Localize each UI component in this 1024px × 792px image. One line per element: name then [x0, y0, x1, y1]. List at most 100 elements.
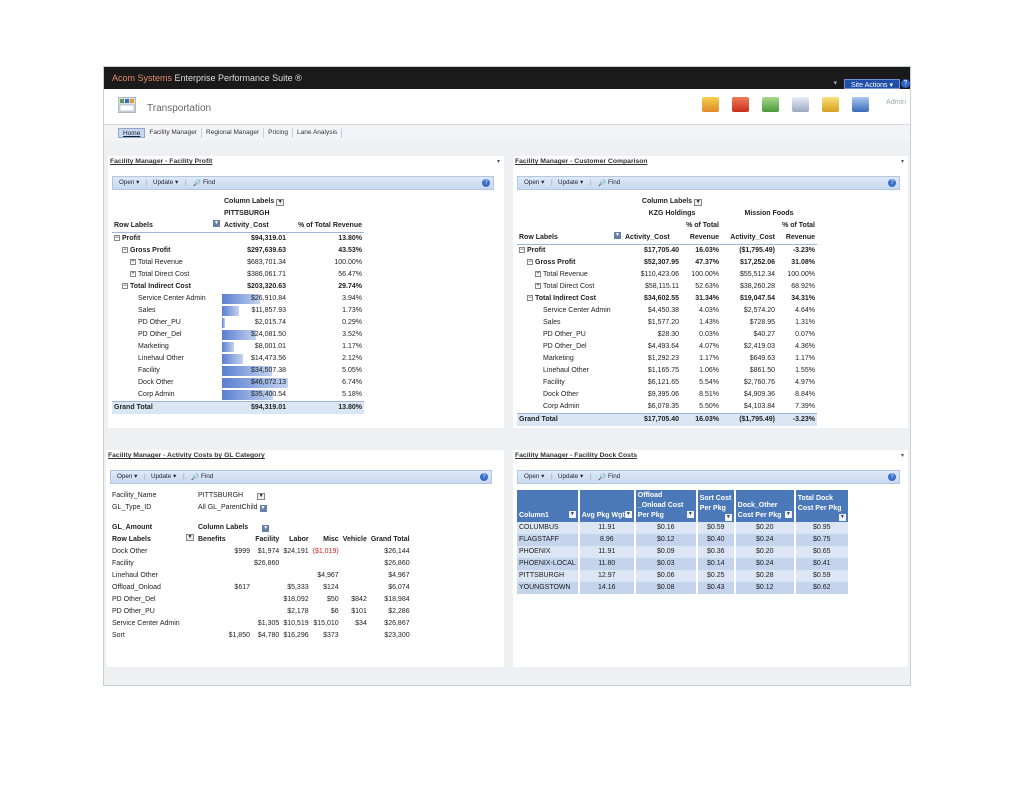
customer-body: − Profit $17,705.40 16.03% ($1,795.49) -3.23%…	[517, 245, 817, 414]
dropdown-arrow-icon[interactable]: ▼	[213, 220, 220, 227]
expand-icon[interactable]: +	[535, 271, 541, 277]
collapse-icon[interactable]: −	[122, 247, 128, 253]
toolbar-separator: |	[551, 473, 553, 480]
tab-pricing[interactable]: Pricing	[264, 128, 294, 138]
update-menu[interactable]: Update ▾	[558, 473, 584, 480]
value-cell	[311, 558, 341, 570]
column-header: Misc	[323, 536, 339, 543]
collapse-icon[interactable]: −	[122, 283, 128, 289]
column-gap	[577, 570, 580, 582]
filter-value[interactable]: PITTSBURGH ▼	[196, 490, 281, 502]
open-menu[interactable]: Open ▾	[117, 473, 138, 480]
dropdown-arrow-icon[interactable]: ▼	[724, 514, 732, 521]
site-actions-button[interactable]: Site Actions ▾	[843, 79, 900, 89]
user-menu-arrow-icon[interactable]: ▾	[833, 80, 837, 87]
dropdown-arrow-icon[interactable]: ▼	[624, 511, 632, 518]
help-icon[interactable]: ?	[482, 179, 490, 187]
table-row: + Total Direct Cost $386,061.71 56.47%	[112, 269, 364, 281]
filter-icon[interactable]: ▼	[694, 199, 703, 206]
open-menu[interactable]: Open ▾	[119, 179, 140, 186]
tab-home[interactable]: Home	[118, 128, 146, 138]
activity-cost-cell: $24,081.50	[222, 329, 288, 341]
panel-title[interactable]: Facility Manager - Activity Costs by GL …	[108, 452, 265, 459]
column-header[interactable]: Dock_Other Cost Per Pkg ▼	[735, 490, 794, 522]
column-gap	[633, 522, 636, 534]
tab-facility-manager[interactable]: Facility Manager	[145, 128, 203, 138]
panel-title[interactable]: Facility Manager - Customer Comparison	[515, 158, 648, 165]
dropdown-arrow-icon[interactable]: ▼	[838, 514, 846, 521]
column-header[interactable]: Avg Pkg Wgt ▼	[579, 490, 634, 522]
row-label: Total Indirect Cost	[535, 295, 596, 302]
panel-menu-icon[interactable]: ▾	[496, 159, 500, 165]
header-line: Cost Per Pkg ▼	[738, 511, 792, 521]
admin-link[interactable]: Admin	[886, 99, 906, 106]
expand-icon[interactable]: +	[130, 259, 136, 265]
grid-icon[interactable]	[792, 97, 809, 112]
spreadsheet-icon[interactable]	[762, 97, 779, 112]
binoculars-icon[interactable]: 🔎	[191, 474, 199, 481]
column-header[interactable]: Offload _Onload Cost Per Pkg ▼	[635, 490, 696, 522]
binoculars-icon[interactable]: 🔎	[598, 180, 606, 187]
filter-icon[interactable]: ▼	[186, 534, 194, 541]
find-button[interactable]: Find	[203, 179, 216, 186]
column-header: Vehicle	[342, 536, 367, 543]
column-header[interactable]: Column1 ▼	[517, 490, 578, 522]
row-labels-header: Row Labels ▼	[517, 232, 623, 245]
panel-menu-icon[interactable]: ▾	[900, 159, 904, 165]
activity-cost-cell: $26,910.84	[222, 293, 288, 305]
collapse-icon[interactable]: −	[527, 295, 533, 301]
column-gap	[733, 490, 736, 522]
binoculars-icon[interactable]: 🔎	[598, 474, 606, 481]
value-cell: $4,493.64	[647, 343, 679, 350]
expand-icon[interactable]: +	[130, 271, 136, 277]
panel-title[interactable]: Facility Manager - Facility Profit	[110, 158, 213, 165]
update-menu[interactable]: Update ▾	[151, 473, 177, 480]
dropdown-arrow-icon[interactable]: ▼	[686, 511, 694, 518]
header-text: Cost Per Pkg	[797, 505, 842, 512]
dropdown-arrow-icon[interactable]: ▼	[259, 505, 267, 512]
expand-icon[interactable]: +	[535, 283, 541, 289]
help-icon[interactable]: ?	[888, 179, 896, 187]
update-menu[interactable]: Update ▾	[558, 179, 584, 186]
chart-icon[interactable]	[702, 97, 719, 112]
value-cell: $34	[355, 620, 367, 627]
dropdown-arrow-icon[interactable]: ▼	[614, 232, 621, 239]
dropdown-arrow-icon[interactable]: ▼	[568, 511, 576, 518]
filter-icon[interactable]: ▼	[257, 493, 266, 500]
collapse-icon[interactable]: −	[114, 235, 120, 241]
find-button[interactable]: Find	[608, 473, 621, 480]
dropdown-arrow-icon[interactable]: ▼	[262, 525, 270, 532]
binoculars-icon[interactable]: 🔎	[193, 180, 201, 187]
column-header[interactable]: Sort Cost Per Pkg ▼	[697, 490, 734, 522]
update-menu[interactable]: Update ▾	[153, 179, 179, 186]
help-icon[interactable]: ?	[888, 473, 896, 481]
report-icon[interactable]	[732, 97, 749, 112]
find-button[interactable]: Find	[201, 473, 214, 480]
value-cell: 12.97	[579, 570, 634, 582]
tasks-icon[interactable]	[822, 97, 839, 112]
value-cell: $0.24	[735, 558, 794, 570]
help-icon[interactable]: ?	[901, 79, 910, 88]
profit-body: − Profit $94,319.01 13.80% − Gross Profit $297…	[112, 233, 364, 402]
open-menu[interactable]: Open ▾	[524, 179, 545, 186]
open-menu[interactable]: Open ▾	[524, 473, 545, 480]
dropdown-arrow-icon[interactable]: ▼	[784, 511, 792, 518]
row-label: Total Direct Cost	[543, 283, 595, 290]
collapse-icon[interactable]: −	[519, 247, 525, 253]
help-icon[interactable]: ?	[480, 473, 488, 481]
panel-title[interactable]: Facility Manager - Facility Dock Costs	[515, 452, 638, 459]
column-header[interactable]: Total Dock Cost Per Pkg ▼	[795, 490, 848, 522]
search-report-icon[interactable]	[852, 97, 869, 112]
filter-icon[interactable]: ▼	[276, 199, 285, 206]
tab-regional-manager[interactable]: Regional Manager	[202, 128, 265, 138]
filter-value[interactable]: All GL_ParentChild ▼	[196, 502, 281, 514]
find-button[interactable]: Find	[608, 179, 621, 186]
value-cell: $2,286	[388, 608, 410, 615]
tab-lane-analysis[interactable]: Lane Analysis	[293, 128, 343, 138]
value-cell: 11.91	[579, 546, 634, 558]
column-gap	[695, 534, 698, 546]
panel-menu-icon[interactable]: ▾	[900, 453, 904, 459]
collapse-icon[interactable]: −	[527, 259, 533, 265]
column-gap	[793, 582, 796, 594]
row-label: Linehaul Other	[543, 367, 589, 374]
